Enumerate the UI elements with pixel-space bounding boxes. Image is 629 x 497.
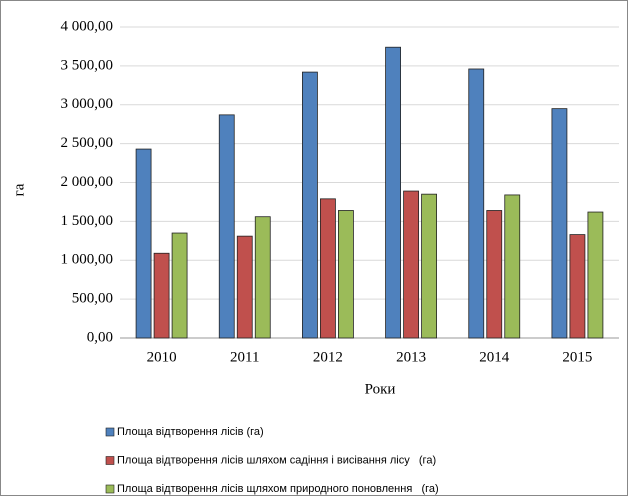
bar [171,232,188,339]
y-tick-label: 3 000,00 [61,96,114,112]
bar [302,71,318,339]
bar [421,193,437,339]
y-tick-label: 1 000,00 [61,252,114,268]
bar [320,198,336,339]
y-axis-title: га [11,183,27,196]
bar [153,252,170,339]
y-tick-label: 4 000,00 [61,18,114,34]
legend-swatch [105,456,115,465]
bar [468,68,485,339]
legend-label: Площа відтворення лісів шляхом садіння і… [117,454,436,466]
y-tick-label: 3 500,00 [61,57,114,73]
x-tick-label: 2014 [479,349,510,365]
bar [504,194,521,339]
y-tick-label: 500,00 [72,291,113,307]
bar [236,235,253,339]
x-tick-label: 2010 [147,349,177,365]
y-tick-label: 2 500,00 [61,135,114,151]
y-tick-label: 2 000,00 [61,174,114,190]
bar [486,210,503,339]
bar [551,108,568,339]
bar [587,211,604,339]
bar [135,148,152,339]
x-tick-label: 2015 [562,349,592,365]
bar [218,114,235,339]
x-tick-label: 2013 [396,349,426,365]
x-tick-label: 2011 [230,349,259,365]
legend-label: Площа відтворення лісів (га) [117,426,264,438]
bar [254,216,271,339]
legend-label: Площа відтворення лісів щляхом природног… [117,483,439,495]
bar [403,190,419,339]
legend-swatch [105,427,115,437]
x-axis-title: Роки [365,381,396,397]
bar [338,210,354,339]
x-tick-label: 2012 [313,349,343,365]
y-tick-label: 0,00 [87,329,113,345]
legend-swatch [105,484,115,494]
y-tick-label: 1 500,00 [61,213,114,229]
bar [385,46,401,339]
bar [569,234,586,339]
